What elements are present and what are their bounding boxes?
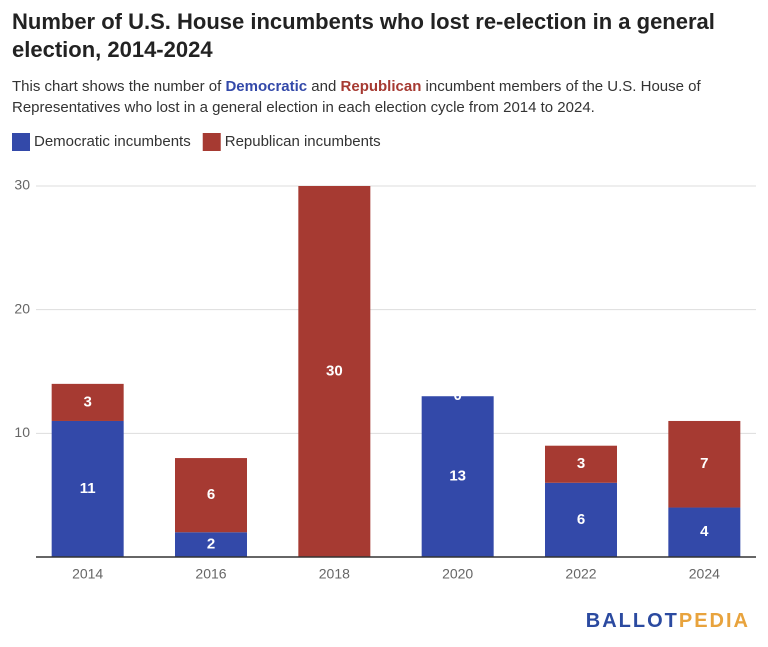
data-label: 3 bbox=[83, 393, 91, 410]
subtitle-rep: Republican bbox=[340, 78, 422, 95]
subtitle-text: and bbox=[307, 78, 341, 95]
chart-subtitle: This chart shows the number of Democrati… bbox=[12, 76, 732, 118]
x-tick-label: 2022 bbox=[565, 566, 596, 582]
logo-part: PEDIA bbox=[679, 610, 750, 632]
bar-segment bbox=[668, 420, 741, 508]
data-label: 6 bbox=[577, 511, 585, 528]
x-tick-label: 2020 bbox=[442, 566, 473, 582]
subtitle-text: incumbent members of the U.S. House of R… bbox=[12, 78, 701, 116]
legend-label: Democratic incumbents bbox=[34, 133, 191, 150]
x-tick-label: 2024 bbox=[689, 566, 720, 582]
data-label: 13 bbox=[449, 468, 466, 485]
data-label: 11 bbox=[80, 480, 96, 497]
data-label: 7 bbox=[700, 455, 708, 472]
bar-segment bbox=[421, 396, 494, 557]
bar-segment bbox=[51, 420, 124, 557]
bar-segment bbox=[51, 383, 124, 421]
bar-segment bbox=[545, 445, 617, 483]
bar-segment bbox=[175, 532, 247, 557]
chart-title: Number of U.S. House incumbents who lost… bbox=[12, 9, 715, 62]
subtitle-text: This chart shows the number of bbox=[12, 78, 226, 95]
legend-label: Republican incumbents bbox=[225, 133, 381, 150]
x-tick-label: 2016 bbox=[195, 566, 226, 582]
data-label: 30 bbox=[326, 362, 343, 379]
x-tick-label: 2014 bbox=[72, 566, 103, 582]
data-label: 4 bbox=[700, 523, 709, 540]
data-label: 6 bbox=[207, 486, 215, 503]
y-tick-label: 20 bbox=[14, 300, 30, 316]
data-label: 0 bbox=[453, 387, 461, 404]
legend-swatch bbox=[202, 133, 221, 151]
bar-segment bbox=[668, 507, 741, 557]
bar-segment bbox=[298, 186, 371, 557]
bar-segment bbox=[545, 482, 617, 557]
subtitle-dem: Democratic bbox=[225, 78, 308, 95]
logo-part: BALLOT bbox=[586, 610, 679, 632]
logo: BALLOTPEDIA bbox=[586, 610, 750, 632]
data-label: 3 bbox=[577, 455, 585, 472]
data-label: 2 bbox=[207, 536, 215, 553]
legend-swatch bbox=[12, 133, 30, 151]
x-tick-label: 2018 bbox=[319, 566, 350, 582]
y-tick-label: 10 bbox=[14, 424, 30, 440]
bar-segment bbox=[175, 458, 247, 533]
y-tick-label: 30 bbox=[14, 177, 30, 193]
